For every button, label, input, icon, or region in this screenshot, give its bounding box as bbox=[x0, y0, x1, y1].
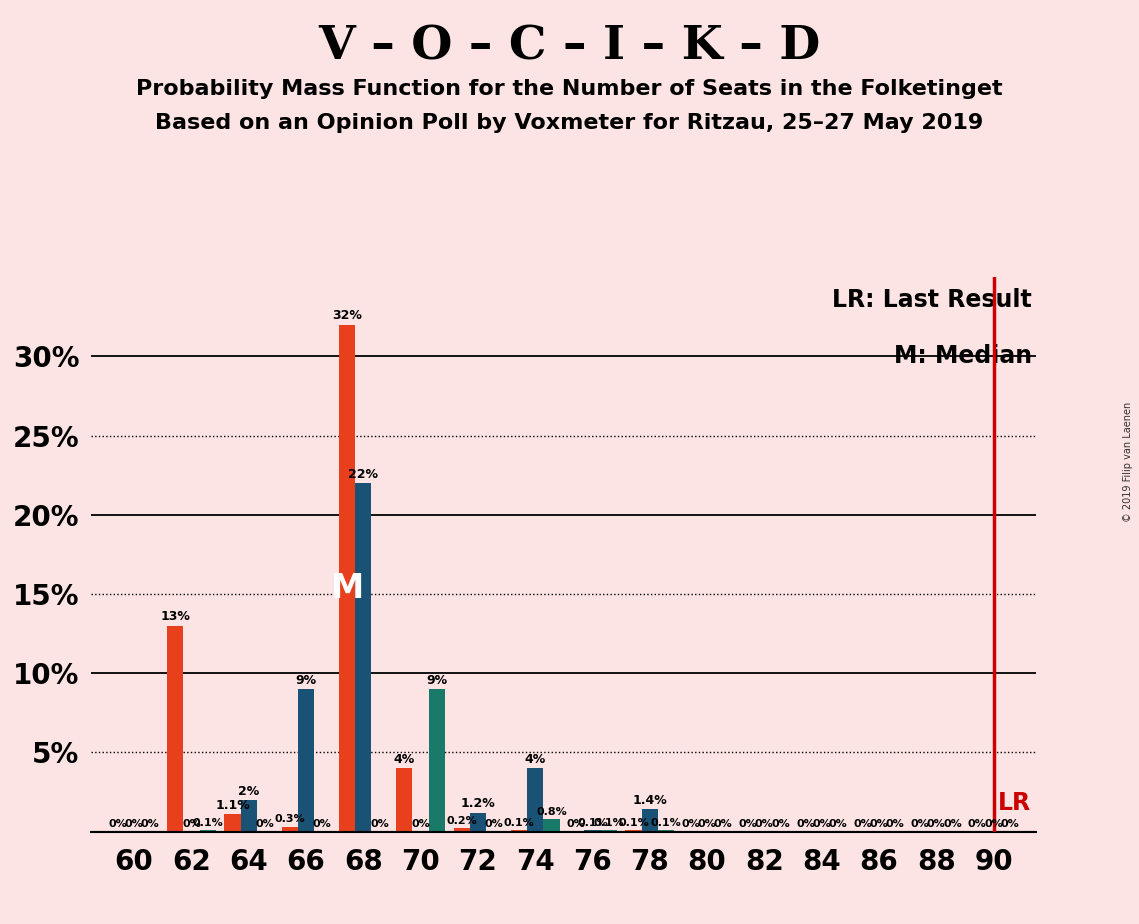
Text: 0%: 0% bbox=[943, 820, 961, 829]
Text: 0%: 0% bbox=[927, 820, 945, 829]
Text: 0.1%: 0.1% bbox=[192, 818, 223, 828]
Text: 0%: 0% bbox=[411, 820, 429, 829]
Text: 0.1%: 0.1% bbox=[618, 818, 649, 828]
Text: 0%: 0% bbox=[370, 820, 388, 829]
Bar bbox=[428, 689, 445, 832]
Text: 0%: 0% bbox=[681, 820, 700, 829]
Text: 0%: 0% bbox=[828, 820, 847, 829]
Text: 0.2%: 0.2% bbox=[446, 816, 477, 826]
Bar bbox=[658, 830, 674, 832]
Text: LR: Last Result: LR: Last Result bbox=[831, 288, 1032, 312]
Text: 9%: 9% bbox=[295, 674, 317, 687]
Text: 0%: 0% bbox=[755, 820, 773, 829]
Text: 0.1%: 0.1% bbox=[593, 818, 624, 828]
Text: 0%: 0% bbox=[141, 820, 159, 829]
Bar bbox=[355, 483, 371, 832]
Text: 0%: 0% bbox=[984, 820, 1003, 829]
Text: 0%: 0% bbox=[886, 820, 904, 829]
Text: 32%: 32% bbox=[333, 310, 362, 322]
Text: 0%: 0% bbox=[698, 820, 716, 829]
Text: 0%: 0% bbox=[1000, 820, 1019, 829]
Text: 0%: 0% bbox=[182, 820, 200, 829]
Text: 0%: 0% bbox=[255, 820, 274, 829]
Text: 1.1%: 1.1% bbox=[215, 799, 249, 812]
Text: 0%: 0% bbox=[812, 820, 831, 829]
Text: 0%: 0% bbox=[567, 820, 585, 829]
Bar bbox=[199, 830, 215, 832]
Bar bbox=[453, 829, 469, 832]
Bar bbox=[469, 812, 486, 832]
Bar bbox=[625, 830, 641, 832]
Text: 9%: 9% bbox=[426, 674, 448, 687]
Text: 0.1%: 0.1% bbox=[650, 818, 681, 828]
Bar bbox=[167, 626, 183, 832]
Text: 0%: 0% bbox=[869, 820, 888, 829]
Text: 0%: 0% bbox=[714, 820, 732, 829]
Text: 0%: 0% bbox=[968, 820, 986, 829]
Text: M: M bbox=[330, 572, 363, 605]
Text: 1.4%: 1.4% bbox=[632, 794, 667, 807]
Text: 0%: 0% bbox=[485, 820, 503, 829]
Bar bbox=[240, 800, 256, 832]
Text: 0%: 0% bbox=[108, 820, 128, 829]
Text: 0.8%: 0.8% bbox=[536, 807, 567, 817]
Text: 0.3%: 0.3% bbox=[274, 814, 305, 824]
Text: 0.1%: 0.1% bbox=[577, 818, 608, 828]
Text: 0%: 0% bbox=[910, 820, 929, 829]
Bar bbox=[527, 768, 543, 832]
Text: 13%: 13% bbox=[161, 611, 190, 624]
Bar bbox=[584, 830, 600, 832]
Text: 22%: 22% bbox=[349, 468, 378, 480]
Text: Based on an Opinion Poll by Voxmeter for Ritzau, 25–27 May 2019: Based on an Opinion Poll by Voxmeter for… bbox=[155, 113, 984, 133]
Text: 1.2%: 1.2% bbox=[460, 797, 495, 810]
Text: 4%: 4% bbox=[394, 753, 415, 766]
Text: 0%: 0% bbox=[739, 820, 757, 829]
Text: 2%: 2% bbox=[238, 784, 260, 797]
Bar bbox=[339, 324, 355, 832]
Text: 0.1%: 0.1% bbox=[503, 818, 534, 828]
Text: © 2019 Filip van Laenen: © 2019 Filip van Laenen bbox=[1123, 402, 1133, 522]
Text: M: Median: M: Median bbox=[894, 344, 1032, 368]
Bar bbox=[510, 830, 527, 832]
Bar bbox=[298, 689, 314, 832]
Bar bbox=[600, 830, 617, 832]
Text: 0%: 0% bbox=[853, 820, 872, 829]
Text: 4%: 4% bbox=[525, 753, 546, 766]
Text: 0%: 0% bbox=[771, 820, 790, 829]
Bar bbox=[224, 814, 240, 832]
Bar bbox=[641, 809, 658, 832]
Text: 0%: 0% bbox=[313, 820, 331, 829]
Text: Probability Mass Function for the Number of Seats in the Folketinget: Probability Mass Function for the Number… bbox=[137, 79, 1002, 99]
Bar bbox=[396, 768, 412, 832]
Bar bbox=[543, 819, 559, 832]
Text: LR: LR bbox=[998, 791, 1032, 815]
Text: 0%: 0% bbox=[796, 820, 814, 829]
Text: V – O – C – I – K – D: V – O – C – I – K – D bbox=[319, 23, 820, 69]
Bar bbox=[281, 827, 298, 832]
Text: 0%: 0% bbox=[124, 820, 144, 829]
